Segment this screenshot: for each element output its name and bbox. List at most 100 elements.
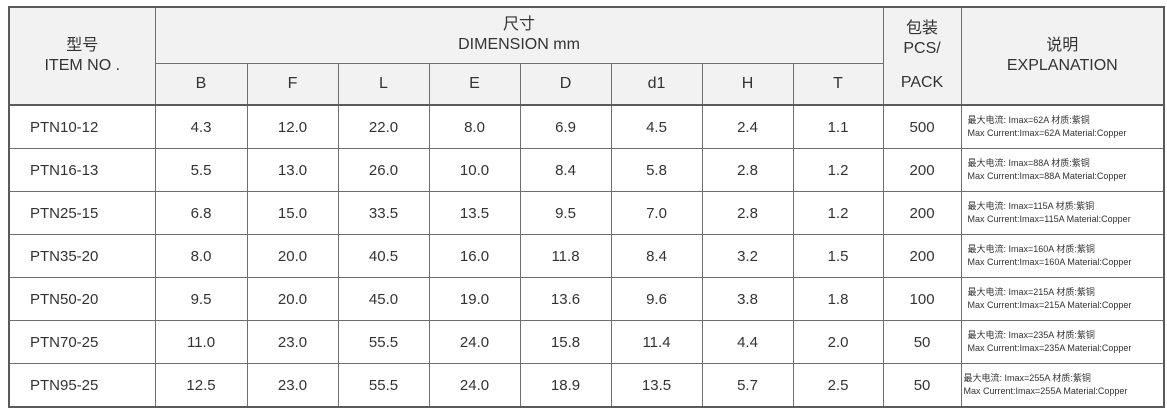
dim-t-cell: 1.5 [792, 234, 884, 278]
dim-t-cell: 2.0 [792, 320, 884, 364]
pack-cell: 200 [882, 234, 962, 278]
table-row: PTN50-20 9.5 20.0 45.0 19.0 13.6 9.6 3.8… [8, 277, 1166, 321]
dim-t-cell: 1.2 [792, 148, 884, 192]
explanation-cell: 最大电流: Imax=235A 材质:紫铜 Max Current:Imax=2… [960, 320, 1166, 364]
table-row: PTN95-25 12.5 23.0 55.5 24.0 18.9 13.5 5… [8, 363, 1166, 408]
header-explanation-en: EXPLANATION [1006, 57, 1118, 74]
dim-d-cell: 9.5 [519, 191, 612, 235]
explanation-cn: 最大电流: Imax=62A 材质:紫铜 [967, 115, 1090, 125]
dim-t-cell: 1.8 [792, 277, 884, 321]
dim-e-cell: 13.5 [428, 191, 521, 235]
dim-h-cell: 2.4 [701, 104, 794, 149]
pack-cell: 200 [882, 148, 962, 192]
header-dim-t: T [792, 62, 884, 106]
explanation-cn: 最大电流: Imax=215A 材质:紫铜 [967, 287, 1095, 297]
explanation-cell: 最大电流: Imax=255A 材质:紫铜 Max Current:Imax=2… [960, 363, 1166, 408]
explanation-en: Max Current:Imax=215A Material:Copper [967, 300, 1132, 310]
dim-l-cell: 33.5 [337, 191, 430, 235]
dim-h-cell: 3.2 [701, 234, 794, 278]
item-no-cell: PTN16-13 [8, 148, 156, 192]
dim-t-cell: 1.2 [792, 191, 884, 235]
dim-h-cell: 4.4 [701, 320, 794, 364]
header-dim-f: F [246, 62, 339, 106]
header-dim-b: B [154, 62, 248, 106]
explanation-cell: 最大电流: Imax=115A 材质:紫铜 Max Current:Imax=1… [960, 191, 1166, 235]
header-dimension: 尺寸 DIMENSION mm [154, 6, 884, 64]
header-pack-en2: PACK [900, 74, 944, 91]
explanation-cn: 最大电流: Imax=88A 材质:紫铜 [967, 158, 1090, 168]
header-pack-cn: 包装 [906, 20, 939, 37]
item-no-cell: PTN25-15 [8, 191, 156, 235]
header-dim-d: D [519, 62, 612, 106]
dim-f-cell: 15.0 [246, 191, 339, 235]
dim-d1-cell: 4.5 [610, 104, 703, 149]
dim-d-cell: 8.4 [519, 148, 612, 192]
table-row: PTN25-15 6.8 15.0 33.5 13.5 9.5 7.0 2.8 … [8, 191, 1166, 235]
header-dim-e: E [428, 62, 521, 106]
dim-b-cell: 12.5 [154, 363, 248, 408]
dim-b-cell: 11.0 [154, 320, 248, 364]
dim-h-cell: 3.8 [701, 277, 794, 321]
dim-t-cell: 2.5 [792, 363, 884, 408]
table-row: PTN16-13 5.5 13.0 26.0 10.0 8.4 5.8 2.8 … [8, 148, 1166, 192]
explanation-cell: 最大电流: Imax=62A 材质:紫铜 Max Current:Imax=62… [960, 104, 1166, 149]
pack-cell: 200 [882, 191, 962, 235]
item-no-cell: PTN35-20 [8, 234, 156, 278]
explanation-en: Max Current:Imax=115A Material:Copper [967, 214, 1131, 224]
pack-cell: 500 [882, 104, 962, 149]
table-row: PTN10-12 4.3 12.0 22.0 8.0 6.9 4.5 2.4 1… [8, 104, 1166, 149]
dim-d1-cell: 9.6 [610, 277, 703, 321]
dim-f-cell: 13.0 [246, 148, 339, 192]
explanation-cell: 最大电流: Imax=215A 材质:紫铜 Max Current:Imax=2… [960, 277, 1166, 321]
dim-b-cell: 8.0 [154, 234, 248, 278]
dim-f-cell: 23.0 [246, 363, 339, 408]
dim-d-cell: 11.8 [519, 234, 612, 278]
explanation-en: Max Current:Imax=62A Material:Copper [967, 128, 1127, 138]
header-dim-h: H [701, 62, 794, 106]
dim-f-cell: 12.0 [246, 104, 339, 149]
dim-h-cell: 2.8 [701, 191, 794, 235]
explanation-en: Max Current:Imax=160A Material:Copper [967, 257, 1132, 267]
dim-f-cell: 20.0 [246, 234, 339, 278]
explanation-cn: 最大电流: Imax=115A 材质:紫铜 [967, 201, 1095, 211]
item-no-cell: PTN10-12 [8, 104, 156, 149]
dim-f-cell: 23.0 [246, 320, 339, 364]
dim-d1-cell: 5.8 [610, 148, 703, 192]
table-body: PTN10-12 4.3 12.0 22.0 8.0 6.9 4.5 2.4 1… [8, 104, 1166, 408]
item-no-cell: PTN95-25 [8, 363, 156, 408]
explanation-cn: 最大电流: Imax=255A 材质:紫铜 [963, 373, 1091, 383]
header-item-no: 型号 ITEM NO . [8, 6, 156, 106]
explanation-en: Max Current:Imax=235A Material:Copper [967, 343, 1132, 353]
dim-e-cell: 19.0 [428, 277, 521, 321]
pack-cell: 50 [882, 363, 962, 408]
table-header: 型号 ITEM NO . 尺寸 DIMENSION mm 包装 PCS/ PAC… [8, 6, 1166, 106]
dim-d1-cell: 7.0 [610, 191, 703, 235]
spec-table-frame: 型号 ITEM NO . 尺寸 DIMENSION mm 包装 PCS/ PAC… [8, 6, 1166, 408]
explanation-cell: 最大电流: Imax=160A 材质:紫铜 Max Current:Imax=1… [960, 234, 1166, 278]
dim-b-cell: 5.5 [154, 148, 248, 192]
dim-b-cell: 4.3 [154, 104, 248, 149]
dim-d1-cell: 8.4 [610, 234, 703, 278]
header-explanation: 说明 EXPLANATION [960, 6, 1166, 106]
dim-h-cell: 5.7 [701, 363, 794, 408]
dim-l-cell: 55.5 [337, 363, 430, 408]
pack-cell: 50 [882, 320, 962, 364]
dim-l-cell: 22.0 [337, 104, 430, 149]
table-row: PTN70-25 11.0 23.0 55.5 24.0 15.8 11.4 4… [8, 320, 1166, 364]
header-pack: 包装 PCS/ PACK [882, 6, 962, 106]
spec-table: 型号 ITEM NO . 尺寸 DIMENSION mm 包装 PCS/ PAC… [8, 6, 1166, 408]
dim-d-cell: 18.9 [519, 363, 612, 408]
header-item-no-en: ITEM NO . [44, 57, 121, 74]
dim-d1-cell: 11.4 [610, 320, 703, 364]
dim-b-cell: 9.5 [154, 277, 248, 321]
explanation-en: Max Current:Imax=255A Material:Copper [963, 386, 1128, 396]
dim-d-cell: 13.6 [519, 277, 612, 321]
dim-e-cell: 8.0 [428, 104, 521, 149]
dim-e-cell: 16.0 [428, 234, 521, 278]
item-no-cell: PTN70-25 [8, 320, 156, 364]
table-row: PTN35-20 8.0 20.0 40.5 16.0 11.8 8.4 3.2… [8, 234, 1166, 278]
dim-l-cell: 45.0 [337, 277, 430, 321]
dim-l-cell: 40.5 [337, 234, 430, 278]
item-no-cell: PTN50-20 [8, 277, 156, 321]
header-pack-en1: PCS/ [903, 40, 941, 57]
